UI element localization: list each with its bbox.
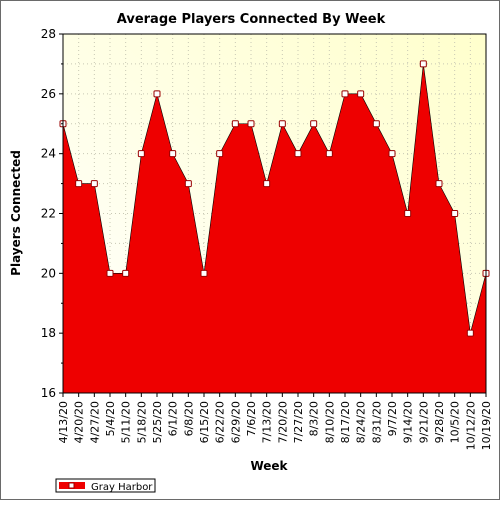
data-point: [310, 120, 318, 128]
data-point: [372, 120, 380, 128]
x-tick-label: 5/4/20: [104, 401, 117, 436]
x-tick-label: 7/6/20: [245, 401, 258, 436]
data-point: [341, 90, 349, 98]
y-tick-label: 22: [41, 207, 56, 221]
data-point: [388, 150, 396, 158]
x-tick-label: 7/27/20: [292, 401, 305, 443]
x-tick-label: 4/27/20: [88, 401, 101, 443]
x-tick-label: 7/13/20: [261, 401, 274, 443]
data-point: [451, 210, 459, 217]
x-tick-label: 8/3/20: [308, 401, 321, 436]
x-tick-label: 10/12/20: [464, 401, 477, 450]
data-point: [247, 120, 255, 128]
x-tick-label: 8/24/20: [355, 401, 368, 443]
x-tick-label: 10/19/20: [480, 401, 493, 450]
x-tick-label: 9/21/20: [417, 401, 430, 443]
data-point: [325, 150, 333, 158]
data-point: [231, 120, 239, 128]
legend: Gray Harbor: [55, 478, 156, 493]
x-tick-label: 9/7/20: [386, 401, 399, 436]
data-point: [137, 150, 145, 158]
x-tick-label: 9/28/20: [433, 401, 446, 443]
y-axis-label: Players Connected: [9, 150, 23, 276]
x-tick-label: 5/11/20: [120, 401, 133, 443]
y-tick-label: 18: [41, 326, 56, 340]
x-tick-label: 8/31/20: [370, 401, 383, 443]
data-point: [278, 120, 286, 128]
legend-label: Gray Harbor: [91, 482, 153, 493]
x-tick-label: 10/5/20: [449, 401, 462, 443]
data-point: [466, 329, 474, 337]
data-point: [216, 150, 224, 158]
x-axis-label: Week: [250, 459, 288, 473]
x-tick-label: 5/18/20: [135, 401, 148, 443]
y-tick-label: 28: [41, 27, 56, 41]
data-point: [294, 150, 302, 158]
chart-title: Average Players Connected By Week: [117, 12, 386, 27]
x-tick-label: 9/14/20: [402, 401, 415, 443]
x-tick-label: 6/22/20: [214, 401, 227, 443]
data-point: [184, 180, 192, 188]
data-point: [122, 269, 130, 277]
y-tick-label: 24: [41, 147, 56, 161]
x-tick-label: 6/29/20: [229, 401, 242, 443]
x-tick-label: 6/1/20: [167, 401, 180, 436]
data-point: [404, 210, 412, 217]
data-point: [153, 90, 161, 98]
data-point: [169, 150, 177, 158]
y-axis: 16 18 20 22 24 26 28: [41, 27, 63, 400]
data-point: [357, 90, 365, 98]
legend-marker: [68, 482, 75, 489]
x-tick-label: 8/17/20: [339, 401, 352, 443]
series-marker-layer: [59, 60, 490, 337]
x-tick-label: 6/8/20: [182, 401, 195, 436]
x-tick-label: 4/13/20: [57, 401, 70, 443]
data-point: [200, 269, 208, 277]
y-tick-label: 26: [41, 87, 56, 101]
x-tick-label: 5/25/20: [151, 401, 164, 443]
x-axis: 4/13/20 4/20/20 4/27/20 5/4/20 5/11/20 5/18/2…: [57, 393, 493, 450]
data-point: [263, 180, 271, 188]
data-point: [419, 60, 427, 68]
y-tick-label: 16: [41, 386, 56, 400]
x-tick-label: 4/20/20: [73, 401, 86, 443]
data-point: [106, 269, 114, 277]
x-tick-label: 6/15/20: [198, 401, 211, 443]
y-tick-label: 20: [41, 266, 56, 280]
data-point: [75, 180, 83, 188]
x-tick-label: 7/20/20: [276, 401, 289, 443]
data-point: [435, 180, 443, 188]
x-tick-label: 8/10/20: [323, 401, 336, 443]
data-point: [90, 180, 98, 188]
